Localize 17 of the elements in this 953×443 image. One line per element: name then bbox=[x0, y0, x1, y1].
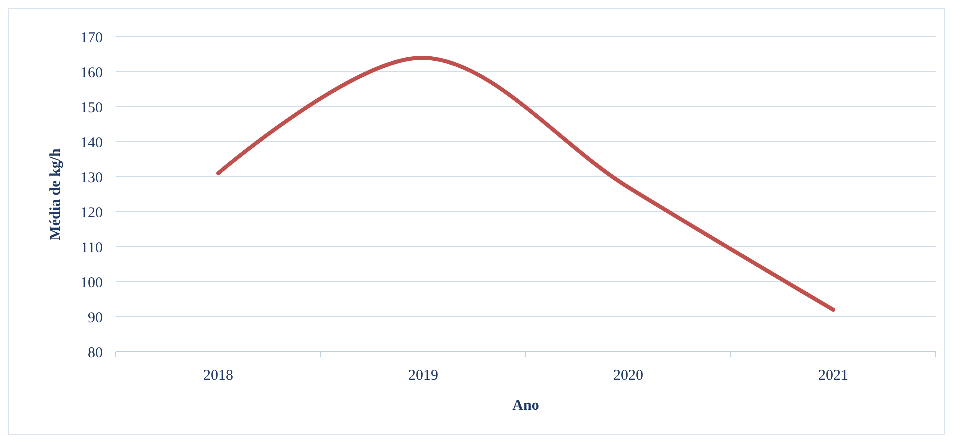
x-axis-title: Ano bbox=[512, 398, 540, 414]
y-tick-label: 160 bbox=[80, 65, 103, 82]
line-series bbox=[216, 56, 836, 312]
y-tick-label: 150 bbox=[80, 100, 103, 116]
x-tick-label: 2020 bbox=[614, 368, 644, 384]
y-tick-label: 110 bbox=[81, 240, 103, 256]
y-tick-label: 170 bbox=[80, 30, 103, 46]
y-tick-label: 140 bbox=[80, 135, 103, 152]
x-tick-label: 2021 bbox=[818, 368, 848, 384]
x-tick-label: 2019 bbox=[408, 368, 438, 384]
y-tick-label: 90 bbox=[88, 310, 103, 326]
x-tick-label: 2018 bbox=[204, 368, 234, 384]
y-tick-label: 80 bbox=[88, 345, 103, 362]
y-axis-title: Média de kg/h bbox=[48, 148, 64, 240]
y-tick-label: 100 bbox=[80, 275, 103, 292]
y-tick-label: 120 bbox=[80, 205, 103, 222]
y-tick-label: 130 bbox=[80, 170, 103, 186]
